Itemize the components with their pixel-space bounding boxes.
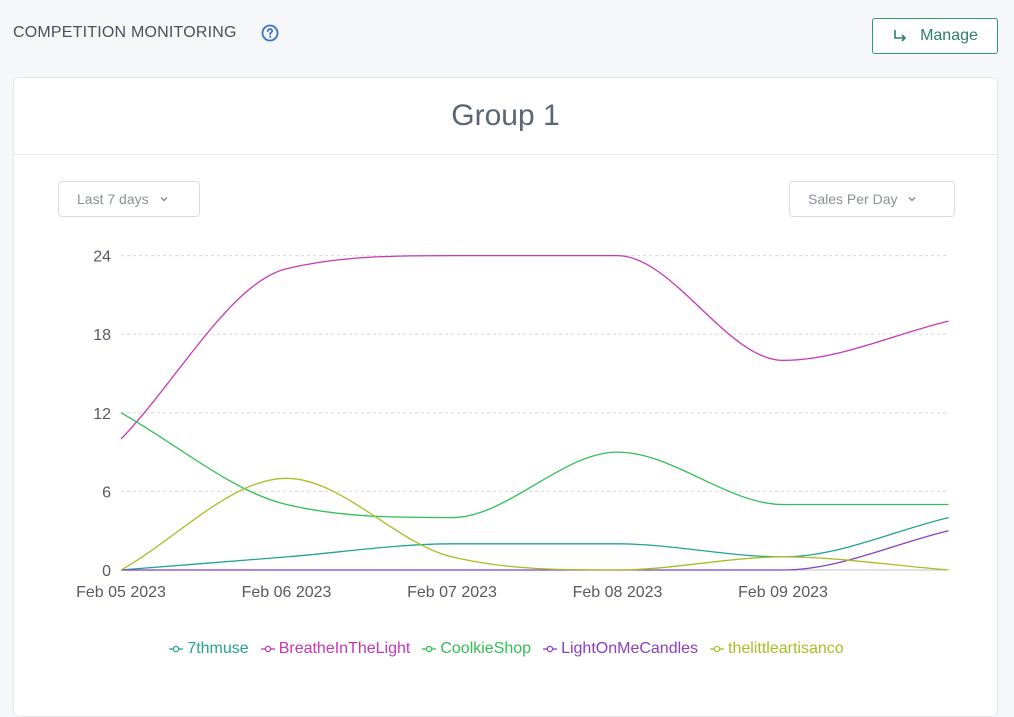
- card-header: Group 1: [14, 78, 997, 155]
- legend-label: CoolkieShop: [440, 640, 532, 657]
- line-chart: 0 6 12 18 24 Feb 05 2023 Feb 06 2023 Feb 07 202…: [76, 249, 949, 601]
- manage-button[interactable]: Manage: [872, 18, 998, 54]
- legend-marker-icon: [422, 645, 437, 653]
- x-tick-label: Feb 07 2023: [407, 584, 497, 601]
- x-tick-label: Feb 09 2023: [738, 584, 828, 601]
- legend-marker-icon: [710, 645, 725, 653]
- chevron-down-icon: [908, 196, 917, 202]
- legend-label: 7thmuse: [187, 640, 249, 657]
- y-tick-label: 24: [93, 249, 111, 266]
- y-tick-label: 18: [93, 327, 111, 344]
- manage-label: Manage: [920, 27, 978, 44]
- question-circle-icon[interactable]: [261, 24, 279, 42]
- legend-marker-icon: [169, 645, 184, 653]
- x-tick-label: Feb 05 2023: [76, 584, 166, 601]
- legend-label: thelittleartisanco: [728, 640, 844, 657]
- x-tick-label: Feb 08 2023: [573, 584, 663, 601]
- legend-label: LightOnMeCandles: [561, 640, 699, 657]
- metric-dropdown[interactable]: Sales Per Day: [789, 181, 955, 217]
- date-range-value: Last 7 days: [77, 191, 149, 207]
- section-title: COMPETITION MONITORING: [13, 24, 237, 41]
- x-tick-label: Feb 06 2023: [242, 584, 332, 601]
- legend-item-thelittleartisanco[interactable]: thelittleartisanco: [710, 640, 844, 658]
- legend-item-coolkieshop[interactable]: CoolkieShop: [422, 640, 531, 658]
- y-tick-label: 6: [102, 484, 111, 501]
- legend-marker-icon: [260, 645, 275, 653]
- group-card: Group 1 0 6 12 18 24 Feb 05 2023 Feb 06 2023 Fe…: [13, 77, 998, 717]
- y-tick-label: 12: [93, 406, 111, 423]
- series-line-7thmuse: [120, 516, 949, 571]
- date-range-dropdown[interactable]: Last 7 days: [58, 181, 200, 217]
- chart-legend: 7thmuse BreatheInTheLight CoolkieShop Light…: [14, 640, 999, 658]
- series-line-lightonmecandles: [120, 530, 949, 571]
- chevron-down-icon: [160, 196, 168, 202]
- legend-label: BreatheInTheLight: [278, 640, 411, 657]
- arrow-turn-right-icon: [894, 30, 907, 42]
- page-header: COMPETITION MONITORING Manage: [13, 18, 998, 54]
- series-line-coolkieshop: [120, 412, 949, 519]
- series-line-thelittleartisanco: [120, 477, 949, 571]
- legend-marker-icon: [543, 645, 558, 653]
- legend-item-lightonmecandles[interactable]: LightOnMeCandles: [543, 640, 698, 658]
- legend-item-7thmuse[interactable]: 7thmuse: [169, 640, 249, 658]
- y-tick-label: 0: [102, 563, 111, 580]
- series-line-breatheinthelight: [120, 254, 949, 440]
- group-title: Group 1: [451, 99, 560, 132]
- metric-value: Sales Per Day: [808, 191, 898, 207]
- legend-item-breatheinthelight[interactable]: BreatheInTheLight: [260, 640, 411, 658]
